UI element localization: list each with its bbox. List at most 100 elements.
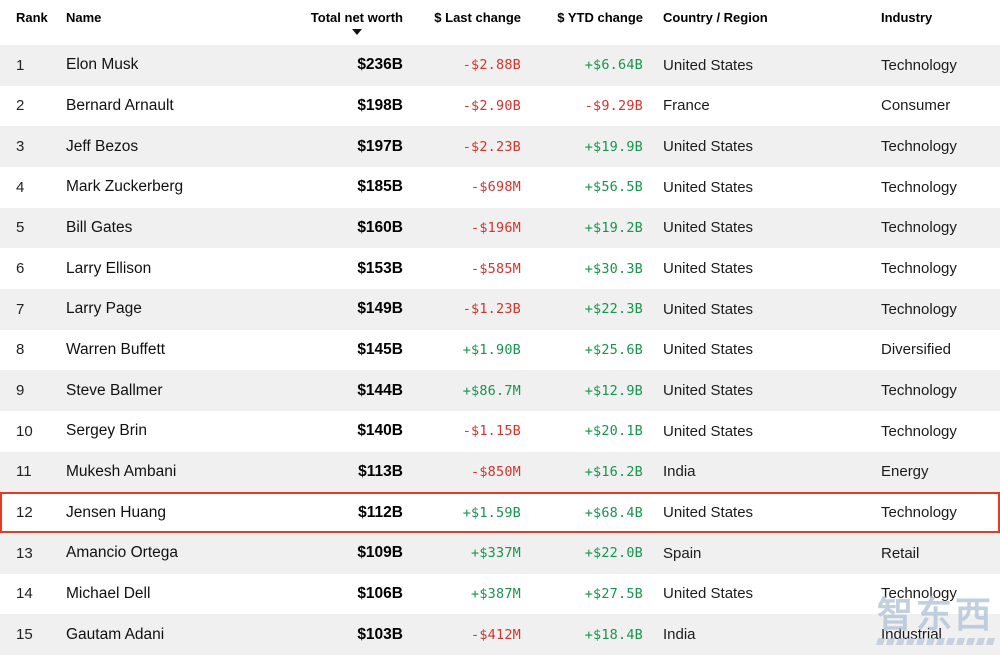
country-cell: United States: [663, 422, 754, 440]
country-cell: United States: [663, 260, 754, 278]
table-row[interactable]: 15 Gautam Adani $103B -$412M +$18.4B Ind…: [0, 614, 1000, 655]
industry-cell: Technology: [881, 56, 957, 74]
net-worth-cell: $140B: [357, 422, 403, 440]
industry-cell: Technology: [881, 300, 957, 318]
net-worth-cell: $197B: [357, 137, 403, 155]
last-change-cell: -$412M: [471, 626, 521, 643]
table-header: Rank Name Total net worth $ Last change …: [0, 0, 1000, 45]
country-cell: France: [663, 97, 710, 115]
net-worth-cell: $144B: [357, 381, 403, 399]
last-change-cell: -$850M: [471, 463, 521, 480]
table-row[interactable]: 5 Bill Gates $160B -$196M +$19.2B United…: [0, 207, 1000, 249]
rank-cell: 14: [16, 585, 33, 603]
table-row[interactable]: 12 Jensen Huang $112B +$1.59B +$68.4B Un…: [0, 492, 1000, 533]
column-header-rank[interactable]: Rank: [16, 10, 48, 25]
ytd-change-cell: -$9.29B: [584, 97, 643, 114]
table-row[interactable]: 4 Mark Zuckerberg $185B -$698M +$56.5B U…: [0, 166, 1000, 208]
ytd-change-cell: +$56.5B: [584, 179, 643, 196]
net-worth-cell: $236B: [357, 56, 403, 74]
last-change-cell: -$1.23B: [462, 301, 521, 318]
country-cell: United States: [663, 504, 754, 522]
ytd-change-cell: +$27.5B: [584, 585, 643, 602]
name-cell: Amancio Ortega: [66, 544, 178, 562]
column-header-net-worth-label: Total net worth: [310, 10, 403, 25]
last-change-cell: -$196M: [471, 219, 521, 236]
ytd-change-cell: +$12.9B: [584, 382, 643, 399]
name-cell: Jensen Huang: [66, 503, 166, 521]
rank-cell: 1: [16, 56, 25, 74]
net-worth-cell: $109B: [357, 544, 403, 562]
table-row[interactable]: 14 Michael Dell $106B +$387M +$27.5B Uni…: [0, 573, 1000, 615]
name-cell: Gautam Adani: [66, 625, 165, 643]
last-change-cell: -$585M: [471, 260, 521, 277]
ytd-change-cell: +$6.64B: [584, 57, 643, 74]
country-cell: United States: [663, 56, 754, 74]
column-header-country[interactable]: Country / Region: [663, 10, 768, 25]
column-header-industry[interactable]: Industry: [881, 10, 933, 25]
name-cell: Michael Dell: [66, 584, 151, 602]
table-row[interactable]: 13 Amancio Ortega $109B +$337M +$22.0B S…: [0, 532, 1000, 574]
column-header-net-worth[interactable]: Total net worth: [301, 10, 403, 35]
rank-cell: 13: [16, 544, 33, 562]
net-worth-cell: $103B: [357, 625, 403, 643]
net-worth-cell: $112B: [358, 503, 403, 521]
net-worth-cell: $106B: [357, 584, 403, 602]
rank-cell: 10: [16, 422, 33, 440]
rank-cell: 7: [16, 300, 25, 318]
last-change-cell: +$337M: [471, 545, 521, 562]
rank-cell: 8: [16, 341, 25, 359]
net-worth-cell: $145B: [357, 340, 403, 358]
rank-cell: 2: [16, 97, 25, 115]
country-cell: United States: [663, 341, 754, 359]
table-row[interactable]: 10 Sergey Brin $140B -$1.15B +$20.1B Uni…: [0, 410, 1000, 452]
net-worth-cell: $185B: [357, 178, 403, 196]
country-cell: United States: [663, 300, 754, 318]
column-header-name[interactable]: Name: [66, 10, 102, 25]
country-cell: United States: [663, 138, 754, 156]
country-cell: India: [663, 463, 696, 481]
last-change-cell: +$1.59B: [462, 504, 521, 521]
ytd-change-cell: +$19.2B: [584, 219, 643, 236]
table-row[interactable]: 9 Steve Ballmer $144B +$86.7M +$12.9B Un…: [0, 370, 1000, 411]
industry-cell: Technology: [881, 260, 957, 278]
name-cell: Steve Ballmer: [66, 381, 163, 399]
last-change-cell: -$2.90B: [462, 97, 521, 114]
name-cell: Sergey Brin: [66, 422, 147, 440]
industry-cell: Retail: [881, 544, 920, 562]
industry-cell: Technology: [881, 422, 957, 440]
ytd-change-cell: +$20.1B: [584, 423, 643, 440]
name-cell: Larry Page: [66, 300, 142, 318]
sort-descending-icon: [351, 29, 362, 35]
net-worth-cell: $153B: [357, 259, 403, 277]
rank-cell: 15: [16, 626, 33, 644]
ytd-change-cell: +$19.9B: [584, 138, 643, 155]
name-cell: Warren Buffett: [66, 340, 166, 358]
ytd-change-cell: +$22.0B: [584, 545, 643, 562]
column-header-ytd-change[interactable]: $ YTD change: [557, 10, 643, 25]
ytd-change-cell: +$18.4B: [584, 626, 643, 643]
table-row[interactable]: 6 Larry Ellison $153B -$585M +$30.3B Uni…: [0, 248, 1000, 289]
last-change-cell: -$698M: [471, 179, 521, 196]
name-cell: Mukesh Ambani: [66, 462, 177, 480]
last-change-cell: +$1.90B: [462, 341, 521, 358]
column-header-last-change[interactable]: $ Last change: [434, 10, 521, 25]
table-row[interactable]: 2 Bernard Arnault $198B -$2.90B -$9.29B …: [0, 85, 1000, 127]
table-row[interactable]: 3 Jeff Bezos $197B -$2.23B +$19.9B Unite…: [0, 126, 1000, 167]
table-row[interactable]: 7 Larry Page $149B -$1.23B +$22.3B Unite…: [0, 288, 1000, 330]
rank-cell: 4: [16, 178, 25, 196]
table-row[interactable]: 1 Elon Musk $236B -$2.88B +$6.64B United…: [0, 45, 1000, 86]
table-row[interactable]: 8 Warren Buffett $145B +$1.90B +$25.6B U…: [0, 329, 1000, 371]
country-cell: India: [663, 626, 696, 644]
industry-cell: Technology: [881, 504, 957, 522]
rank-cell: 11: [16, 463, 32, 481]
industry-cell: Technology: [881, 178, 957, 196]
name-cell: Larry Ellison: [66, 259, 152, 277]
ytd-change-cell: +$16.2B: [584, 463, 643, 480]
country-cell: United States: [663, 219, 754, 237]
last-change-cell: -$2.23B: [462, 138, 521, 155]
rank-cell: 6: [16, 260, 25, 278]
country-cell: United States: [663, 382, 754, 400]
ytd-change-cell: +$22.3B: [584, 301, 643, 318]
table-row[interactable]: 11 Mukesh Ambani $113B -$850M +$16.2B In…: [0, 451, 1000, 493]
